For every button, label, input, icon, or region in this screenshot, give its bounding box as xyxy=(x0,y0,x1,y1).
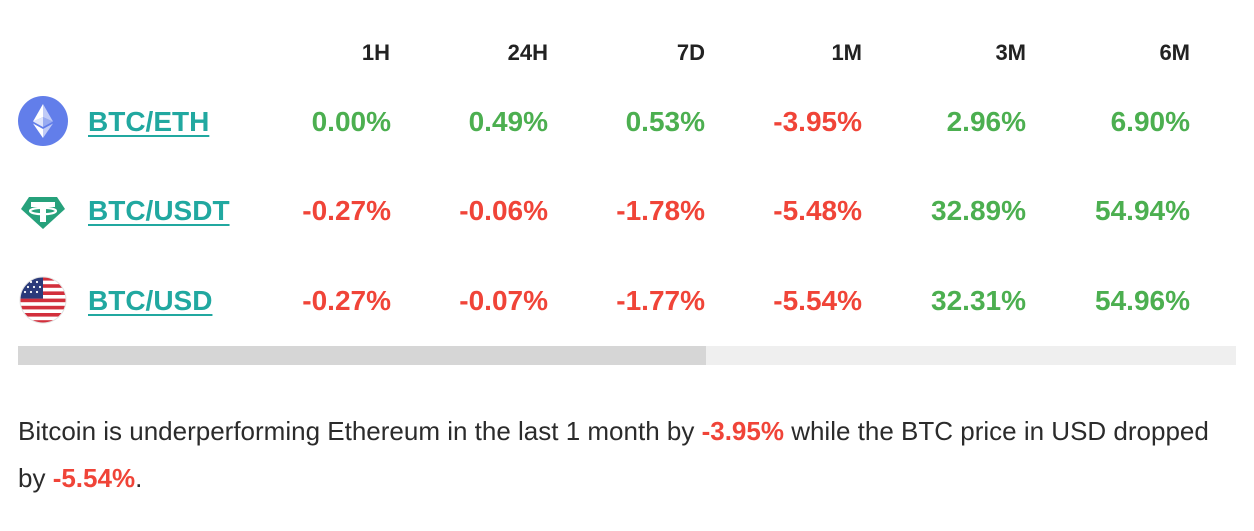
value-1m: -3.95% xyxy=(773,106,862,137)
table-row: BTC/ETH 0.00% 0.49% 0.53% -3.95% 2.96% 6… xyxy=(0,92,1254,152)
table-row: BTC/USD -0.27% -0.07% -1.77% -5.54% 32.3… xyxy=(0,271,1254,331)
summary-text-1: Bitcoin is underperforming Ethereum in t… xyxy=(18,416,702,446)
ethereum-icon xyxy=(18,96,68,146)
column-header-3m: 3M xyxy=(995,40,1026,65)
summary-text-3: . xyxy=(135,463,143,493)
table-header: 1H 24H 7D 1M 3M 6M xyxy=(0,38,1254,68)
value-7d: -1.77% xyxy=(616,285,705,316)
value-24h: -0.06% xyxy=(459,195,548,226)
value-1m: -5.48% xyxy=(773,195,862,226)
pair-link-btc-eth[interactable]: BTC/ETH xyxy=(88,106,210,137)
value-7d: -1.78% xyxy=(616,195,705,226)
value-1m: -5.54% xyxy=(773,285,862,316)
value-6m: 6.90% xyxy=(1110,106,1190,137)
column-header-1h: 1H xyxy=(361,40,390,65)
scrollbar-thumb[interactable] xyxy=(18,346,707,365)
us-flag-icon xyxy=(18,275,68,325)
pair-link-btc-usdt[interactable]: BTC/USDT xyxy=(88,195,230,226)
column-header-24h: 24H xyxy=(507,40,548,65)
column-header-6m: 6M xyxy=(1159,40,1190,65)
value-3m: 2.96% xyxy=(946,106,1026,137)
summary-text-2: while the BTC price in USD dropped by xyxy=(18,416,1209,493)
value-24h: -0.07% xyxy=(459,285,548,316)
value-3m: 32.31% xyxy=(931,285,1026,316)
tether-icon xyxy=(18,185,68,235)
value-7d: 0.53% xyxy=(625,106,705,137)
value-6m: 54.96% xyxy=(1095,285,1190,316)
value-6m: 54.94% xyxy=(1095,195,1190,226)
performance-summary: Bitcoin is underperforming Ethereum in t… xyxy=(18,408,1218,502)
value-1h: 0.00% xyxy=(311,106,391,137)
value-24h: 0.49% xyxy=(468,106,548,137)
value-1h: -0.27% xyxy=(302,195,391,226)
column-header-7d: 7D xyxy=(676,40,705,65)
table-row: BTC/USDT -0.27% -0.06% -1.78% -5.48% 32.… xyxy=(0,181,1254,241)
pair-link-btc-usd[interactable]: BTC/USD xyxy=(88,285,213,316)
summary-value-btc-usd-1m: -5.54% xyxy=(52,463,136,493)
column-header-1m: 1M xyxy=(831,40,862,65)
horizontal-scrollbar[interactable] xyxy=(18,346,1236,365)
value-1h: -0.27% xyxy=(302,285,391,316)
value-3m: 32.89% xyxy=(931,195,1026,226)
summary-value-btc-eth-1m: -3.95% xyxy=(701,416,784,446)
